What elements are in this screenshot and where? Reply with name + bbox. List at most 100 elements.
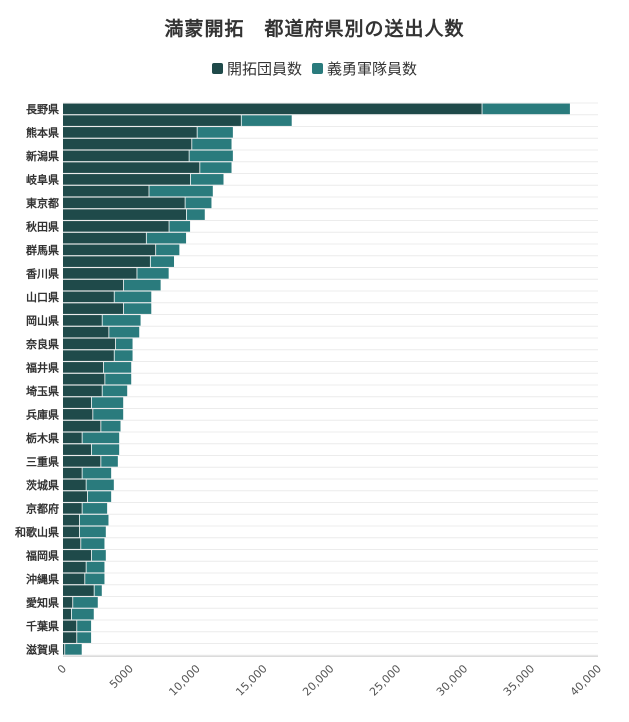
bar-series-2[interactable] <box>73 597 98 608</box>
bar-series-2[interactable] <box>482 103 570 115</box>
bar-series-1[interactable] <box>63 138 192 150</box>
bar-series-2[interactable] <box>102 315 141 326</box>
bar-series-1[interactable] <box>63 197 185 209</box>
bar-series-1[interactable] <box>63 444 92 455</box>
bar-series-1[interactable] <box>63 115 241 126</box>
bar-series-1[interactable] <box>63 526 80 538</box>
y-tick-label: 愛知県 <box>26 595 59 609</box>
bar-series-2[interactable] <box>169 221 191 232</box>
bar-series-1[interactable] <box>63 103 482 115</box>
bar-series-2[interactable] <box>192 138 232 150</box>
bar-series-2[interactable] <box>86 479 114 491</box>
bar-series-1[interactable] <box>63 162 200 173</box>
bar-series-2[interactable] <box>146 232 187 244</box>
bar-series-1[interactable] <box>63 350 114 361</box>
bar-series-1[interactable] <box>63 479 86 491</box>
bar-series-2[interactable] <box>85 573 105 585</box>
bar-series-2[interactable] <box>82 467 112 479</box>
bar-series-2[interactable] <box>101 420 121 432</box>
bar-series-2[interactable] <box>115 338 133 350</box>
bar-series-2[interactable] <box>77 620 92 632</box>
bar-series-1[interactable] <box>63 268 137 279</box>
bar-series-1[interactable] <box>63 561 86 573</box>
legend-item-series-2[interactable]: 義勇軍隊員数 <box>312 58 417 79</box>
bar-series-2[interactable] <box>91 550 106 561</box>
bar-series-2[interactable] <box>123 279 161 291</box>
bar-series-2[interactable] <box>190 174 224 185</box>
bar-series-1[interactable] <box>63 538 81 549</box>
bar-series-1[interactable] <box>63 503 82 514</box>
bar-series-1[interactable] <box>63 432 82 444</box>
bar-series-2[interactable] <box>86 561 105 573</box>
y-tick-label: 岡山県 <box>26 313 59 327</box>
bar-series-2[interactable] <box>200 162 232 173</box>
bar-series-2[interactable] <box>103 362 132 373</box>
bar-series-2[interactable] <box>71 608 94 620</box>
bar-series-2[interactable] <box>149 185 213 197</box>
bar-series-1[interactable] <box>63 467 82 479</box>
bar-series-2[interactable] <box>102 385 128 397</box>
bar-series-1[interactable] <box>63 326 109 338</box>
bar-series-1[interactable] <box>63 315 102 326</box>
bar-series-2[interactable] <box>109 326 140 338</box>
bar-series-1[interactable] <box>63 491 88 502</box>
bar-series-2[interactable] <box>189 150 233 162</box>
bar-series-2[interactable] <box>137 268 169 279</box>
y-tick-label: 栃木県 <box>26 431 59 445</box>
bar-series-1[interactable] <box>63 256 150 267</box>
bar-series-2[interactable] <box>241 115 292 126</box>
bar-series-1[interactable] <box>63 174 191 185</box>
bar-series-1[interactable] <box>63 338 116 350</box>
bar-series-2[interactable] <box>82 432 120 444</box>
bar-series-1[interactable] <box>63 573 85 585</box>
bar-series-1[interactable] <box>63 185 149 197</box>
bar-series-2[interactable] <box>81 538 105 549</box>
bar-series-1[interactable] <box>63 385 102 397</box>
bar-series-2[interactable] <box>114 291 152 303</box>
bar-series-2[interactable] <box>105 373 132 385</box>
bar-series-1[interactable] <box>63 550 92 561</box>
bar-series-1[interactable] <box>63 373 105 385</box>
bar-series-1[interactable] <box>63 608 72 620</box>
bar-series-1[interactable] <box>63 514 80 526</box>
bar-series-1[interactable] <box>63 303 124 314</box>
bar-series-2[interactable] <box>91 397 124 408</box>
bar-series-2[interactable] <box>77 632 92 643</box>
bar-series-2[interactable] <box>114 350 133 361</box>
bar-series-2[interactable] <box>79 526 106 538</box>
bar-series-1[interactable] <box>63 409 93 420</box>
bar-series-1[interactable] <box>63 644 65 655</box>
bar-series-1[interactable] <box>63 420 101 432</box>
bar-series-2[interactable] <box>91 444 120 455</box>
bar-series-2[interactable] <box>79 514 109 526</box>
bar-series-2[interactable] <box>186 209 205 220</box>
bar-series-2[interactable] <box>197 127 233 138</box>
bar-series-2[interactable] <box>150 256 175 267</box>
bar-series-2[interactable] <box>101 456 118 467</box>
bar-series-2[interactable] <box>156 244 180 256</box>
bar-series-2[interactable] <box>82 503 108 514</box>
bar-series-2[interactable] <box>93 409 124 420</box>
bar-series-1[interactable] <box>63 221 169 232</box>
bar-series-1[interactable] <box>63 232 146 244</box>
bar-series-1[interactable] <box>63 279 124 291</box>
bar-series-2[interactable] <box>87 491 112 502</box>
bar-series-1[interactable] <box>63 620 77 632</box>
legend-item-series-1[interactable]: 開拓団員数 <box>211 58 302 79</box>
bar-series-1[interactable] <box>63 362 104 373</box>
bar-series-1[interactable] <box>63 632 77 643</box>
bar-series-1[interactable] <box>63 209 187 220</box>
bar-series-1[interactable] <box>63 291 114 303</box>
bar-series-1[interactable] <box>63 150 189 162</box>
bar-series-2[interactable] <box>65 644 82 655</box>
bar-series-1[interactable] <box>63 244 156 256</box>
bar-series-2[interactable] <box>123 303 152 314</box>
bar-series-1[interactable] <box>63 456 101 467</box>
bar-series-2[interactable] <box>185 197 212 209</box>
x-axis: 0 5000 10,000 15,000 20,000 25,000 30,000 35,00… <box>55 655 604 699</box>
bar-series-1[interactable] <box>63 127 197 138</box>
bar-series-1[interactable] <box>63 397 92 408</box>
bar-series-1[interactable] <box>63 597 73 608</box>
bar-series-1[interactable] <box>63 585 94 596</box>
bar-series-2[interactable] <box>94 585 102 596</box>
